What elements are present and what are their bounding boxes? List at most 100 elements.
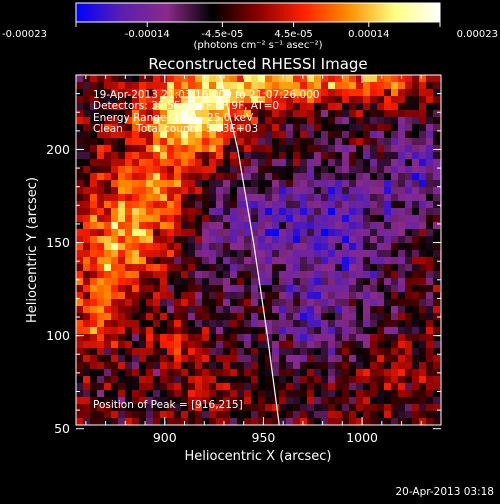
heatmap-cell [195,320,203,328]
heatmap-cell [251,285,259,293]
heatmap-cell [307,383,315,391]
heatmap-cell [356,89,364,97]
heatmap-cell [125,327,133,335]
heatmap-cell [209,89,217,97]
heatmap-cell [76,390,84,398]
heatmap-cell [237,285,245,293]
heatmap-cell [370,103,378,111]
heatmap-cell [111,243,119,251]
heatmap-cell [391,341,399,349]
heatmap-cell [342,173,350,181]
heatmap-cell [230,292,238,300]
heatmap-cell [272,194,280,202]
heatmap-cell [363,103,371,111]
heatmap-cell [293,82,301,90]
heatmap-cell [251,299,259,307]
heatmap-cell [419,355,427,363]
heatmap-cell [272,320,280,328]
heatmap-cell [321,243,329,251]
heatmap-cell [83,271,91,279]
heatmap-cell [335,404,343,412]
heatmap-cell [97,376,105,384]
heatmap-cell [202,271,210,279]
heatmap-cell [321,159,329,167]
heatmap-cell [202,194,210,202]
heatmap-cell [426,243,434,251]
heatmap-cell [272,271,280,279]
heatmap-cell [139,117,147,125]
heatmap-cell [384,404,392,412]
heatmap-cell [174,278,182,286]
heatmap-cell [433,306,441,314]
heatmap-cell [426,376,434,384]
heatmap-cell [97,383,105,391]
heatmap-cell [328,229,336,237]
heatmap-cell [174,124,182,132]
heatmap-cell [426,159,434,167]
heatmap-cell [321,306,329,314]
heatmap-cell [132,341,140,349]
heatmap-cell [237,341,245,349]
heatmap-cell [174,236,182,244]
heatmap-cell [377,320,385,328]
heatmap-cell [139,89,147,97]
heatmap-cell [286,138,294,146]
heatmap-cell [398,271,406,279]
heatmap-cell [181,166,189,174]
heatmap-cell [258,271,266,279]
heatmap-cell [279,306,287,314]
heatmap-cell [104,117,112,125]
heatmap-cell [349,285,357,293]
heatmap-cell [272,110,280,118]
heatmap-cell [307,292,315,300]
heatmap-cell [314,250,322,258]
heatmap-cell [321,397,329,405]
heatmap-cell [188,201,196,209]
heatmap-cell [97,173,105,181]
heatmap-cell [384,327,392,335]
heatmap-cell [202,257,210,265]
heatmap-cell [146,229,154,237]
heatmap-cell [83,103,91,111]
heatmap-cell [160,236,168,244]
heatmap-cell [321,82,329,90]
heatmap-cell [377,124,385,132]
heatmap-cell [307,369,315,377]
heatmap-cell [181,299,189,307]
heatmap-cell [244,376,252,384]
heatmap-cell [153,75,161,83]
heatmap-cell [349,124,357,132]
heatmap-cell [188,145,196,153]
heatmap-cell [272,89,280,97]
heatmap-cell [174,250,182,258]
heatmap-cell [104,341,112,349]
heatmap-cell [181,383,189,391]
heatmap-cell [265,390,273,398]
heatmap-cell [167,404,175,412]
heatmap-cell [160,341,168,349]
heatmap-cell [377,215,385,223]
heatmap-cell [279,222,287,230]
heatmap-cell [412,313,420,321]
heatmap-cell [412,110,420,118]
heatmap-cell [167,152,175,160]
heatmap-cell [146,285,154,293]
heatmap-cell [146,369,154,377]
heatmap-cell [76,306,84,314]
heatmap-cell [405,383,413,391]
heatmap-cell [314,285,322,293]
heatmap-cell [223,194,231,202]
heatmap-cell [321,138,329,146]
heatmap-cell [90,348,98,356]
heatmap-cell [342,180,350,188]
heatmap-cell [377,201,385,209]
heatmap-cell [335,201,343,209]
heatmap-cell [356,362,364,370]
heatmap-cell [328,320,336,328]
heatmap-cell [167,187,175,195]
heatmap-cell [272,152,280,160]
heatmap-cell [265,278,273,286]
heatmap-cell [377,145,385,153]
heatmap-cell [104,292,112,300]
heatmap-cell [76,418,84,425]
